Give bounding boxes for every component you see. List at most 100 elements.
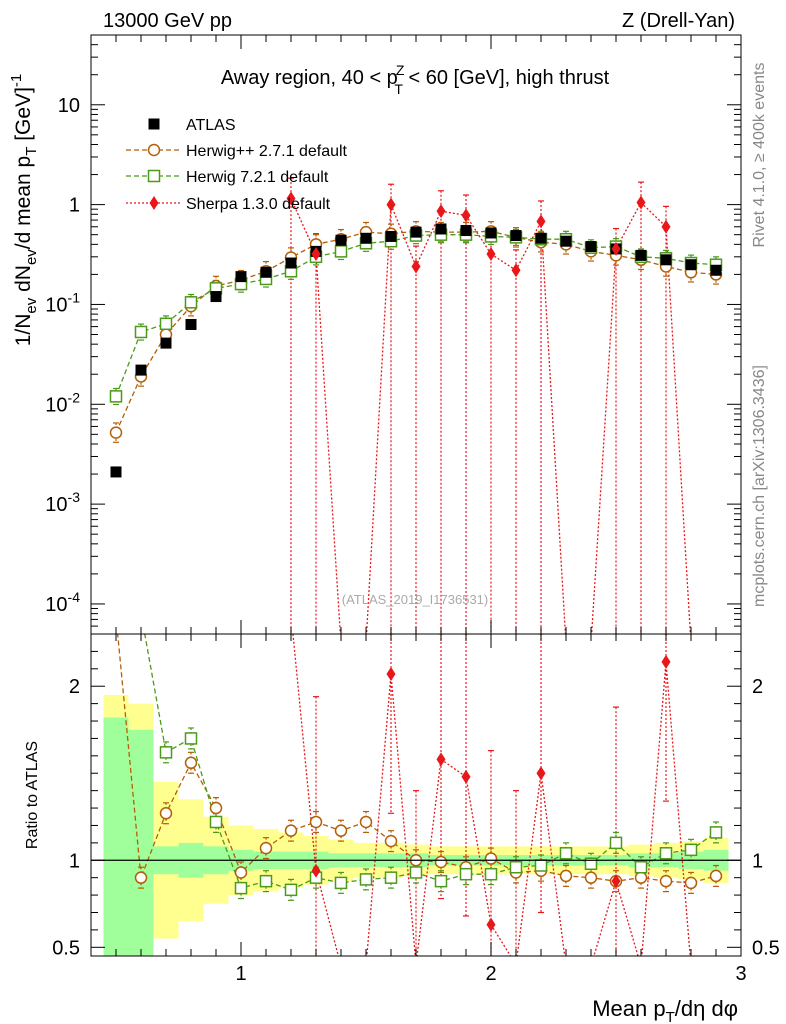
ratio-herwigpp-point — [309, 815, 323, 829]
ratio-y-tick-label-right: 2 — [752, 676, 763, 698]
ratio-herwig7-point — [484, 867, 498, 881]
ratio-sherpa-point — [311, 863, 321, 878]
main-panel: 10-4 10-3 10-2 10-1 1 10 Away region, 40 < pZ… — [8, 34, 742, 635]
atlas-point — [385, 230, 397, 242]
sherpa-segment — [640, 202, 667, 228]
ratio-herwig7-point — [459, 867, 473, 881]
ratio-sherpa-segment — [665, 661, 691, 956]
ratio-frame — [90, 633, 742, 957]
y-tick-label: 1 — [69, 195, 80, 217]
ratio-sherpa-segment — [490, 924, 512, 956]
legend-label: Herwig++ 2.7.1 default — [186, 143, 348, 160]
main-y-axis-label: 1/Nev dNev/d mean pT [GeV]-1 — [8, 74, 40, 347]
ratio-herwig7-point — [159, 746, 173, 759]
sherpa-segment — [590, 248, 617, 634]
ratio-herwigpp-point — [134, 871, 148, 884]
x-tick-label: 2 — [485, 963, 496, 985]
ratio-sherpa-point — [461, 769, 471, 784]
ratio-sherpa-segment — [641, 661, 667, 956]
sherpa-segment — [390, 204, 417, 267]
ratio-sherpa-segment — [465, 776, 492, 925]
plot-title: Away region, 40 < pZ T < 60 [GeV], high t… — [221, 62, 610, 97]
ratio-herwigpp-point — [184, 756, 198, 770]
ratio-sherpa-segment — [440, 758, 467, 778]
sherpa-point — [636, 195, 646, 210]
sherpa-point — [411, 259, 421, 274]
ratio-herwigpp-point — [234, 866, 248, 879]
ratio-herwig7-point — [384, 871, 398, 884]
herwig7-point — [184, 296, 198, 309]
ratio-sherpa-segment — [366, 673, 392, 956]
herwig7-point — [334, 245, 348, 258]
atlas-point — [185, 318, 197, 330]
sherpa-segment — [515, 221, 542, 271]
header-left-title: 13000 GeV pp — [103, 10, 232, 32]
ratio-sherpa-point — [436, 752, 446, 767]
herwig7-point — [159, 317, 173, 331]
atlas-point — [660, 254, 672, 266]
legend-label: ATLAS — [186, 117, 236, 134]
x-axis-label: Mean pT/dη dφ — [592, 996, 738, 1024]
y-tick-label: 10-3 — [45, 489, 80, 516]
ratio-sherpa-segment — [292, 634, 317, 871]
ratio-herwig7-point — [359, 873, 373, 886]
sherpa-point — [611, 241, 621, 256]
atlas-point — [260, 266, 272, 278]
atlas-point — [685, 259, 697, 271]
sherpa-point — [511, 263, 521, 278]
sherpa-point — [661, 219, 671, 234]
ratio-herwig7-point — [184, 732, 198, 745]
ratio-herwig7-point — [559, 847, 573, 860]
ratio-sherpa-series — [292, 634, 691, 956]
sherpa-segment — [365, 204, 392, 634]
y-tick-label: 10-4 — [45, 589, 80, 616]
ratio-herwig7-point — [584, 857, 598, 871]
stat-band — [103, 717, 129, 956]
ratio-y-tick-label-right: 1 — [752, 850, 763, 872]
ratio-herwig7-point — [534, 859, 548, 872]
ratio-herwig7-point — [209, 815, 223, 829]
sherpa-point — [386, 197, 396, 212]
sherpa-point — [436, 204, 446, 219]
legend-atlas-marker — [148, 118, 160, 130]
ratio-sherpa-segment — [390, 673, 416, 956]
x-tick-label: 3 — [735, 963, 746, 985]
sherpa-segment — [540, 221, 567, 634]
atlas-point — [535, 232, 547, 244]
ratio-herwig7-point — [334, 876, 348, 890]
ratio-herwigpp-point — [284, 824, 298, 837]
atlas-point — [110, 466, 122, 478]
ratio-herwigpp-point — [484, 852, 498, 865]
ratio-sherpa-point — [611, 874, 621, 889]
ratio-herwigpp-point — [559, 869, 573, 883]
ratio-sherpa-segment — [315, 870, 340, 956]
sherpa-segment — [315, 253, 342, 634]
ratio-herwigpp-point — [634, 871, 648, 884]
atlas-point — [285, 257, 297, 269]
rivet-version-label: Rivet 4.1.0, ≥ 400k events — [751, 63, 768, 248]
legend-herwig7-marker — [147, 169, 161, 183]
ratio-sherpa-segment — [593, 880, 617, 956]
ratio-herwig7-point — [234, 881, 248, 895]
header-right-title: Z (Drell-Yan) — [622, 10, 735, 32]
ratio-herwigpp-point — [111, 611, 122, 622]
sherpa-point — [286, 191, 296, 206]
ratio-sherpa-point — [536, 766, 546, 781]
x-tick-label: 1 — [235, 963, 246, 985]
ratio-y-tick-label: 2 — [69, 676, 80, 698]
atlas-point — [635, 249, 647, 261]
atlas-point — [585, 241, 597, 253]
ratio-herwigpp-point — [259, 841, 273, 855]
herwigpp-point — [109, 426, 123, 439]
ratio-herwig7-point — [136, 608, 147, 619]
mcplots-label: mcplots.cern.ch [arXiv:1306.3436] — [751, 365, 768, 607]
atlas-point — [460, 225, 472, 237]
ratio-sherpa-segment — [416, 759, 442, 956]
ratio-sherpa-segment — [540, 773, 566, 956]
ratio-herwigpp-point — [334, 824, 348, 837]
ratio-sherpa-segment — [516, 773, 542, 956]
sherpa-point — [536, 214, 546, 229]
atlas-point — [335, 234, 347, 246]
ratio-herwigpp-point — [434, 855, 448, 869]
ratio-herwigpp-point — [684, 876, 698, 890]
